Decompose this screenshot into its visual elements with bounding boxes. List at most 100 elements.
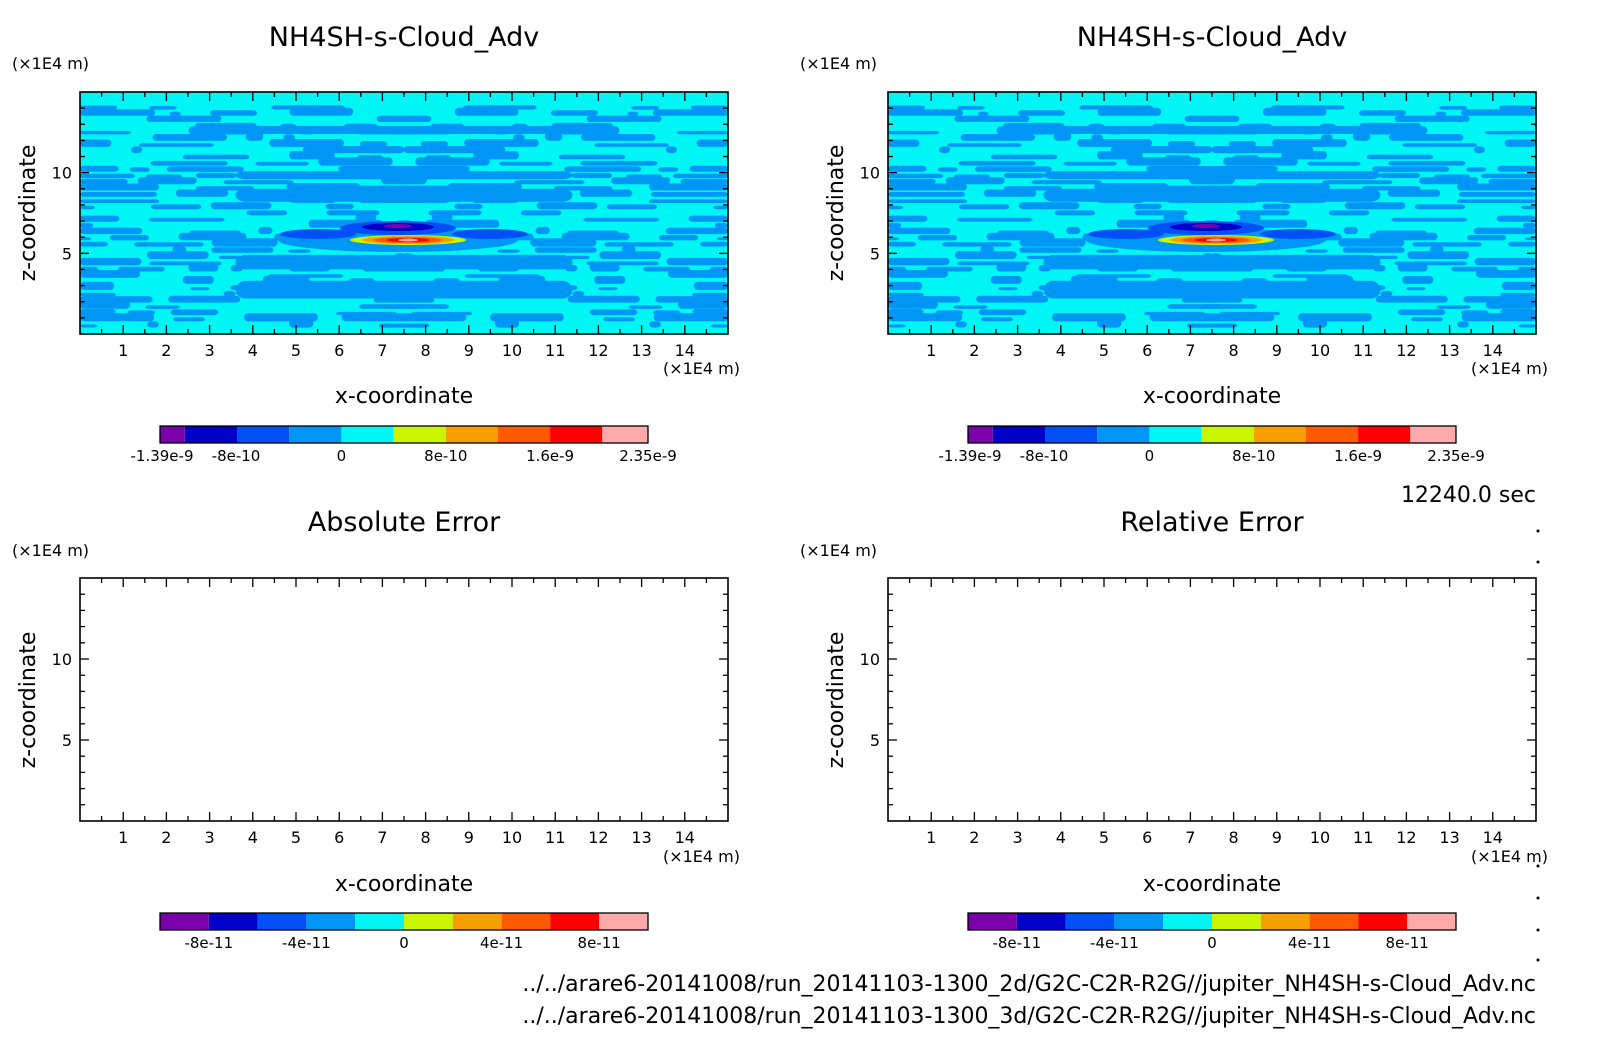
blob-layer-left bbox=[1088, 229, 1164, 239]
cloud-patch bbox=[1500, 292, 1536, 297]
cloud-patch bbox=[1484, 130, 1536, 135]
cloud-patch bbox=[80, 105, 118, 110]
cloud-patch bbox=[1367, 126, 1428, 135]
blob-positive-5 bbox=[398, 238, 418, 242]
panel-absolute-error: Absolute Error (×1E4 m) 1 2 3 4 5 6 7 8 9 10 11 12 1… bbox=[12, 507, 740, 952]
cloud-patch bbox=[80, 173, 136, 179]
colorbar-swatch bbox=[1407, 913, 1456, 930]
file-path-2d: ../../arare6-20141008/run_20141103-1300_… bbox=[522, 972, 1536, 997]
colorbar-swatch bbox=[237, 426, 290, 443]
cloud-patch bbox=[1307, 161, 1361, 166]
colorbar-swatch bbox=[160, 426, 185, 443]
x-tick-label: 8 bbox=[421, 341, 431, 360]
cloud-patch bbox=[888, 192, 966, 197]
cloud-patch bbox=[690, 105, 728, 110]
axis-ticks bbox=[80, 92, 728, 334]
cloud-patch bbox=[581, 134, 656, 141]
cloud-patch bbox=[80, 292, 116, 297]
cloud-band bbox=[235, 188, 573, 202]
cloud-patch bbox=[80, 300, 130, 309]
x-tick-label: 10 bbox=[502, 341, 522, 360]
cloud-patch bbox=[603, 317, 635, 322]
cloud-patch bbox=[210, 110, 258, 116]
cloud-patch bbox=[621, 246, 636, 253]
x-unit-label: (×1E4 m) bbox=[663, 847, 740, 866]
x-tick-label: 10 bbox=[1310, 828, 1330, 847]
cloud-patch bbox=[888, 281, 923, 291]
plot-frame bbox=[887, 577, 1537, 822]
x-tick-label: 8 bbox=[1229, 828, 1239, 847]
colorbar-tick-label: 2.35e-9 bbox=[1427, 447, 1485, 465]
edge-dots bbox=[1536, 529, 1540, 962]
cloud-patch bbox=[288, 249, 311, 253]
cloud-patch bbox=[223, 290, 236, 297]
colorbar-swatch bbox=[355, 913, 404, 930]
cloud-patch bbox=[80, 281, 115, 291]
colorbar-tick-label: 0 bbox=[1145, 447, 1155, 465]
cloud-patch bbox=[170, 309, 219, 316]
colorbar-swatch bbox=[1045, 426, 1098, 443]
cloud-patch bbox=[713, 205, 728, 210]
cloud-patch bbox=[709, 266, 728, 272]
cloud-patch bbox=[953, 305, 988, 309]
x-tick-label: 14 bbox=[675, 341, 695, 360]
x-tick-label: 4 bbox=[248, 828, 258, 847]
x-tick-label: 13 bbox=[631, 341, 651, 360]
cloud-patch bbox=[182, 276, 214, 284]
plot-frame bbox=[79, 577, 729, 822]
cloud-patch bbox=[1361, 186, 1421, 191]
x-tick-label: 13 bbox=[1439, 828, 1459, 847]
colorbar-swatch bbox=[550, 426, 603, 443]
colorbar-swatch bbox=[602, 426, 648, 443]
y-tick-label: 5 bbox=[870, 731, 880, 750]
cloud-patch bbox=[150, 160, 228, 166]
cloud-patch bbox=[955, 321, 967, 328]
cloud-patch bbox=[1031, 290, 1044, 297]
cloud-patch bbox=[1397, 309, 1446, 316]
cloud-patch bbox=[520, 210, 562, 216]
cloud-patch bbox=[80, 324, 98, 328]
cloud-patch bbox=[693, 281, 728, 291]
cloud-patch bbox=[210, 202, 272, 210]
cloud-patch bbox=[1436, 305, 1471, 309]
cloud-patch bbox=[986, 232, 1055, 241]
cloud-patch bbox=[1344, 202, 1406, 210]
colorbar-swatch bbox=[1358, 426, 1411, 443]
x-tick-label: 4 bbox=[1056, 828, 1066, 847]
x-unit-label: (×1E4 m) bbox=[663, 359, 740, 378]
colorbar-tick-label: -8e-10 bbox=[212, 447, 261, 465]
cloud-patch bbox=[1508, 241, 1536, 247]
x-unit-label: (×1E4 m) bbox=[1471, 359, 1548, 378]
colorbar-tick-label: -4e-11 bbox=[282, 934, 331, 952]
cloud-patch bbox=[169, 111, 181, 116]
cloud-patch bbox=[888, 215, 928, 222]
cloud-patch bbox=[1389, 134, 1464, 141]
colorbar-frame bbox=[159, 425, 649, 444]
panel-title: NH4SH-s-Cloud_Adv bbox=[1077, 22, 1347, 53]
cloud-band bbox=[1043, 280, 1381, 299]
x-tick-labels: 1 2 3 4 5 6 7 8 9 10 11 12 13 14 bbox=[118, 341, 695, 360]
colorbar-swatch bbox=[968, 426, 993, 443]
time-label: 12240.0 sec bbox=[1401, 483, 1536, 508]
cloud-band bbox=[1043, 171, 1381, 180]
y-tick-labels: 5 10 bbox=[52, 164, 72, 264]
cloud-patch bbox=[1208, 323, 1238, 328]
cloud-patch bbox=[1233, 155, 1259, 160]
x-tick-label: 11 bbox=[1353, 341, 1373, 360]
cloud-patch bbox=[1473, 227, 1536, 235]
cloud-patch bbox=[134, 242, 204, 247]
cloud-patch bbox=[935, 310, 963, 315]
x-tick-label: 13 bbox=[1439, 341, 1459, 360]
cloud-patch bbox=[357, 155, 383, 160]
cloud-patch bbox=[188, 126, 249, 135]
cloud-patch bbox=[983, 189, 1037, 197]
y-axis-label: z-coordinate bbox=[16, 632, 41, 769]
cloud-patch bbox=[1328, 210, 1370, 216]
cloud-patch bbox=[218, 255, 242, 259]
colorbar-tick-label: 8e-10 bbox=[424, 447, 467, 465]
cloud-patch bbox=[80, 227, 143, 235]
cloud-patch bbox=[956, 217, 1033, 222]
cloud-patch bbox=[888, 183, 968, 191]
x-tick-label: 12 bbox=[588, 828, 608, 847]
colorbar-tick-labels: -1.39e-9 -8e-10 0 8e-10 1.6e-9 2.35e-9 bbox=[939, 447, 1485, 465]
